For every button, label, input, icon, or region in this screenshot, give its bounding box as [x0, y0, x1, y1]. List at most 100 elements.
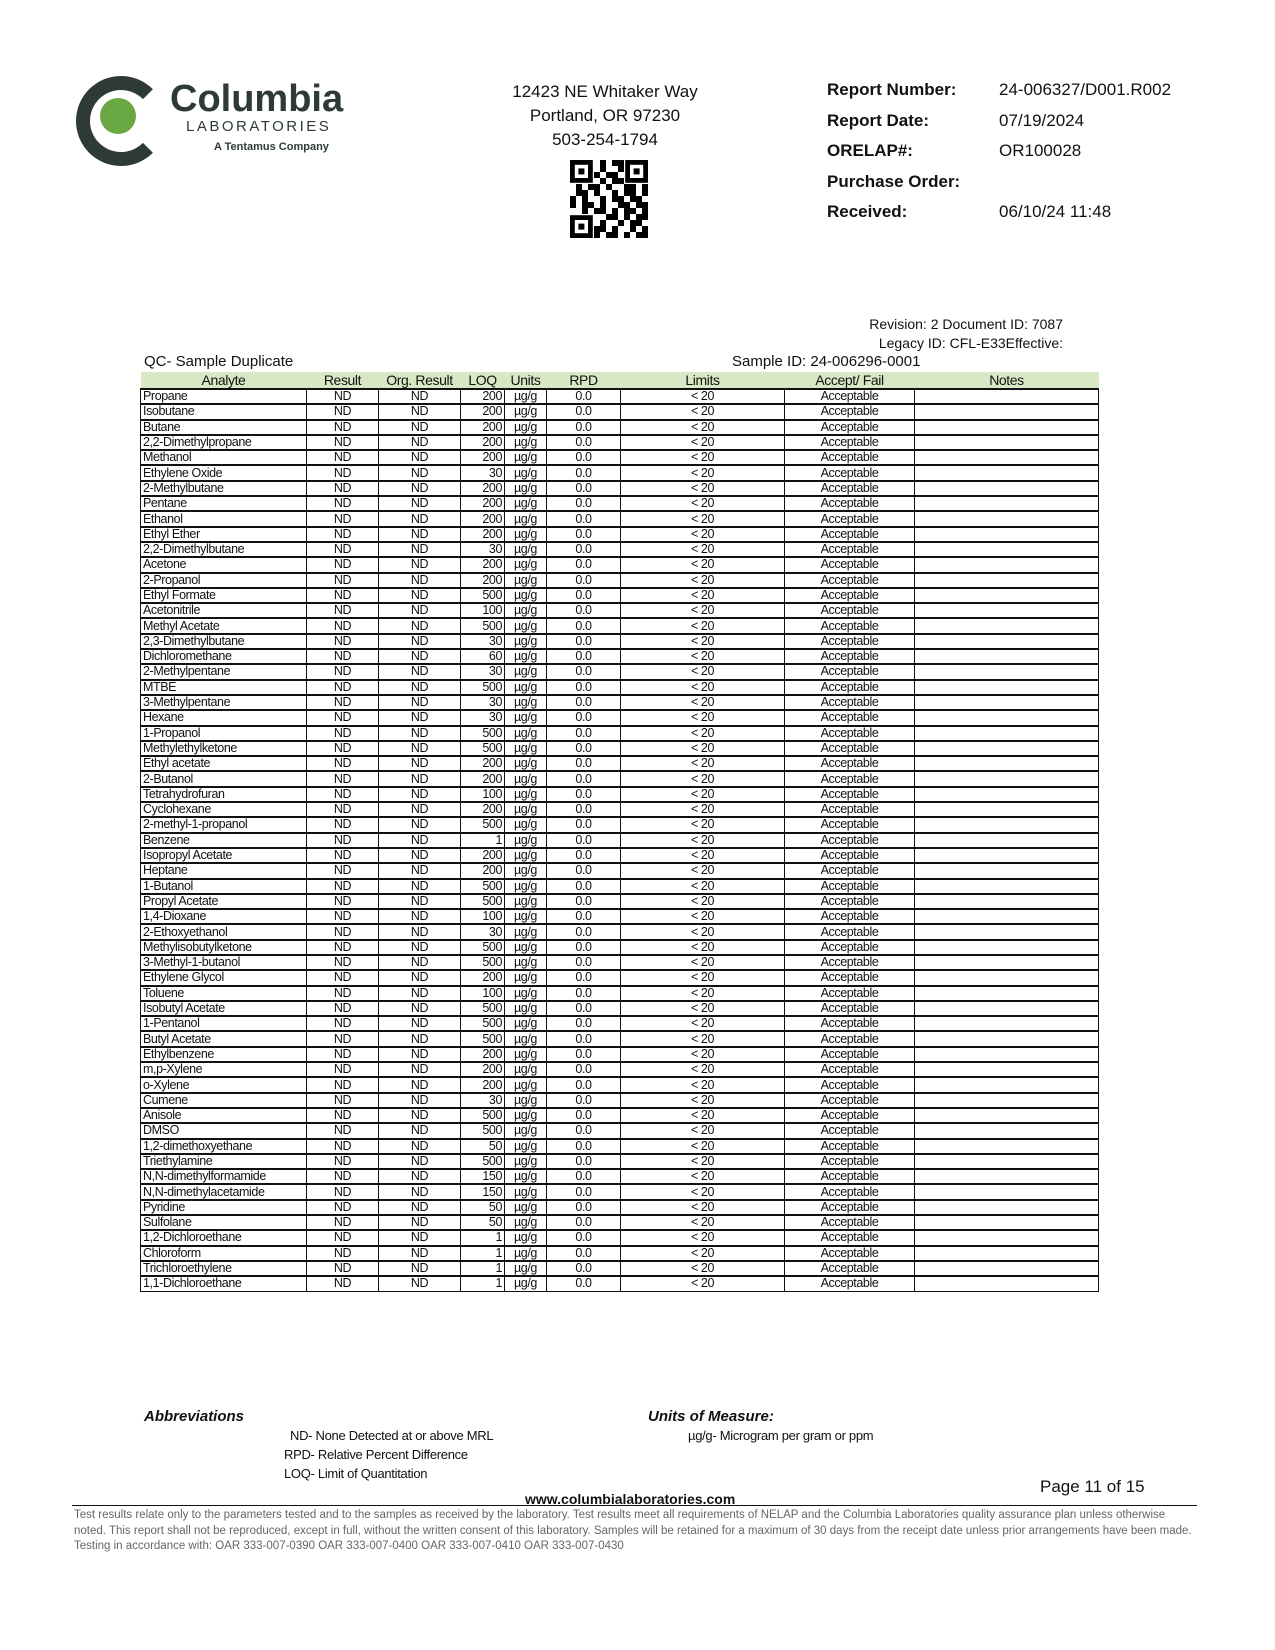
notes-cell [914, 663, 1099, 681]
footer: Test results relate only to the paramete… [74, 1508, 1194, 1555]
table-row: Toluene ND ND 100 µg/g 0.0 < 20 Acceptable [140, 984, 1099, 1002]
analyte-cell: Chloroform [140, 1244, 307, 1262]
units-cell: µg/g [504, 984, 547, 1002]
status-cell: Acceptable [784, 831, 915, 849]
loq-cell: 30 [460, 464, 505, 482]
limits-cell: < 20 [620, 632, 785, 650]
analyte-cell: Ethylene Glycol [140, 969, 307, 987]
result-cell: ND [306, 831, 379, 849]
units-cell: µg/g [504, 464, 547, 482]
rpd-cell: 0.0 [546, 724, 621, 742]
analyte-cell: 2,2-Dimethylpropane [140, 433, 307, 451]
limits-cell: < 20 [620, 770, 785, 788]
rpd-cell: 0.0 [546, 755, 621, 772]
meta-row: ORELAP#: OR100028 [827, 141, 1171, 172]
website-link[interactable]: www.columbialaboratories.com [525, 1491, 736, 1507]
units-cell: µg/g [504, 1198, 547, 1216]
status-cell: Acceptable [784, 908, 915, 925]
analyte-cell: Butane [140, 418, 307, 436]
result-cell: ND [306, 1045, 379, 1063]
result-cell: ND [306, 1076, 379, 1094]
limits-cell: < 20 [620, 449, 785, 466]
org-result-cell: ND [378, 1152, 461, 1170]
rpd-cell: 0.0 [546, 525, 621, 543]
status-cell: Acceptable [784, 1229, 915, 1247]
org-result-cell: ND [378, 525, 461, 543]
units-cell: µg/g [504, 1214, 547, 1231]
status-cell: Acceptable [784, 800, 915, 818]
column-header: Limits [620, 372, 785, 389]
loq-cell: 200 [460, 862, 505, 880]
loq-cell: 500 [460, 1030, 505, 1048]
units-cell: µg/g [504, 724, 547, 742]
units-cell: µg/g [504, 1061, 547, 1078]
units-cell: µg/g [504, 648, 547, 665]
table-row: Triethylamine ND ND 500 µg/g 0.0 < 20 Acceptabl… [140, 1152, 1099, 1170]
status-cell: Acceptable [784, 1168, 915, 1185]
loq-cell: 30 [460, 663, 505, 681]
limits-cell: < 20 [620, 586, 785, 604]
table-row: Propyl Acetate ND ND 500 µg/g 0.0 < 20 Acceptab… [140, 892, 1099, 910]
org-result-cell: ND [378, 846, 461, 864]
limits-cell: < 20 [620, 862, 785, 880]
limits-cell: < 20 [620, 739, 785, 757]
result-cell: ND [306, 648, 379, 665]
result-cell: ND [306, 999, 379, 1017]
report-meta: Report Number: 24-006327/D001.R002 Report … [827, 80, 1171, 233]
meta-row: Report Number: 24-006327/D001.R002 [827, 80, 1171, 111]
units-cell: µg/g [504, 510, 547, 528]
table-row: Pentane ND ND 200 µg/g 0.0 < 20 Acceptable [140, 495, 1099, 512]
org-result-cell: ND [378, 938, 461, 956]
result-cell: ND [306, 495, 379, 512]
limits-cell: < 20 [620, 678, 785, 696]
analyte-cell: 1,2-Dichloroethane [140, 1229, 307, 1247]
abbreviations-title: Abbreviations [144, 1408, 245, 1425]
rpd-cell: 0.0 [546, 892, 621, 910]
rpd-cell: 0.0 [546, 877, 621, 895]
footer-divider [72, 1505, 1197, 1506]
result-cell: ND [306, 816, 379, 834]
rpd-cell: 0.0 [546, 540, 621, 558]
limits-cell: < 20 [620, 479, 785, 497]
limits-cell: < 20 [620, 1122, 785, 1140]
loq-cell: 60 [460, 648, 505, 665]
loq-cell: 30 [460, 1091, 505, 1109]
status-cell: Acceptable [784, 495, 915, 512]
rpd-cell: 0.0 [546, 709, 621, 727]
loq-cell: 100 [460, 785, 505, 803]
analyte-cell: m,p-Xylene [140, 1061, 307, 1078]
rpd-cell: 0.0 [546, 418, 621, 436]
table-row: Heptane ND ND 200 µg/g 0.0 < 20 Acceptable [140, 862, 1099, 880]
limits-cell: < 20 [620, 1214, 785, 1231]
units-cell: µg/g [504, 1091, 547, 1109]
loq-cell: 500 [460, 1106, 505, 1124]
notes-cell [914, 464, 1099, 482]
rpd-cell: 0.0 [546, 403, 621, 421]
result-cell: ND [306, 984, 379, 1002]
notes-cell [914, 1030, 1099, 1048]
notes-cell [914, 1122, 1099, 1140]
status-cell: Acceptable [784, 969, 915, 987]
limits-cell: < 20 [620, 1061, 785, 1078]
limits-cell: < 20 [620, 693, 785, 711]
loq-cell: 500 [460, 724, 505, 742]
meta-value: 07/19/2024 [999, 110, 1085, 130]
analyte-cell: Methanol [140, 449, 307, 466]
table-row: Acetone ND ND 200 µg/g 0.0 < 20 Acceptable [140, 556, 1099, 574]
analyte-cell: 1-Butanol [140, 877, 307, 895]
units-cell: µg/g [504, 678, 547, 696]
units-cell: µg/g [504, 846, 547, 864]
table-row: Propane ND ND 200 µg/g 0.0 < 20 Acceptable [140, 387, 1099, 405]
notes-cell [914, 1183, 1099, 1201]
units-cell: µg/g [504, 1122, 547, 1140]
status-cell: Acceptable [784, 739, 915, 757]
units-cell: µg/g [504, 739, 547, 757]
rpd-cell: 0.0 [546, 1244, 621, 1262]
result-cell: ND [306, 877, 379, 895]
result-cell: ND [306, 663, 379, 681]
org-result-cell: ND [378, 678, 461, 696]
rpd-cell: 0.0 [546, 571, 621, 589]
units-cell: µg/g [504, 1106, 547, 1124]
limits-cell: < 20 [620, 556, 785, 574]
table-row: 1,4-Dioxane ND ND 100 µg/g 0.0 < 20 Acceptable [140, 908, 1099, 925]
